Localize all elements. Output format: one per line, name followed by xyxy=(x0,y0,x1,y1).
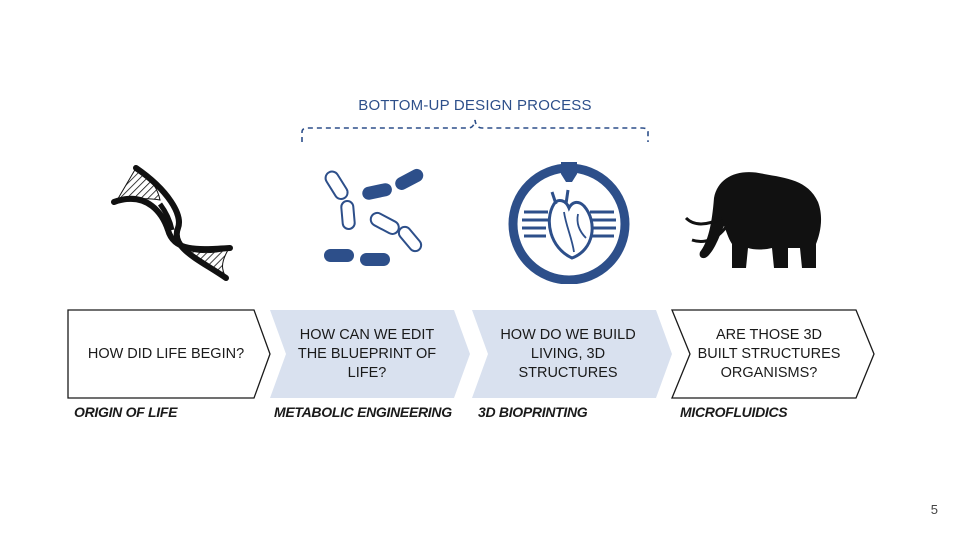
bioprinted-heart-icon xyxy=(508,162,630,284)
question-3d-bioprinting: HOW DO WE BUILD LIVING, 3D STRUCTURES xyxy=(500,326,636,381)
process-title: BOTTOM-UP DESIGN PROCESS xyxy=(358,97,592,114)
mammoth-icon xyxy=(684,172,822,268)
caption-3d-bioprinting: 3D BIOPRINTING xyxy=(478,404,588,420)
dna-icon xyxy=(111,165,233,281)
page-number: 5 xyxy=(930,502,938,517)
bacteria-icon xyxy=(324,168,424,266)
process-bracket xyxy=(301,119,649,142)
question-origin-of-life: HOW DID LIFE BEGIN? xyxy=(87,345,245,362)
caption-metabolic-engineering: METABOLIC ENGINEERING xyxy=(274,404,452,420)
caption-origin-of-life: ORIGIN OF LIFE xyxy=(74,404,178,420)
question-metabolic-engineering: HOW CAN WE EDIT THE BLUEPRINT OF LIFE? xyxy=(297,326,437,381)
question-microfluidics: ARE THOSE 3D BUILT STRUCTURES ORGANISMS? xyxy=(697,326,841,381)
caption-microfluidics: MICROFLUIDICS xyxy=(680,404,788,420)
